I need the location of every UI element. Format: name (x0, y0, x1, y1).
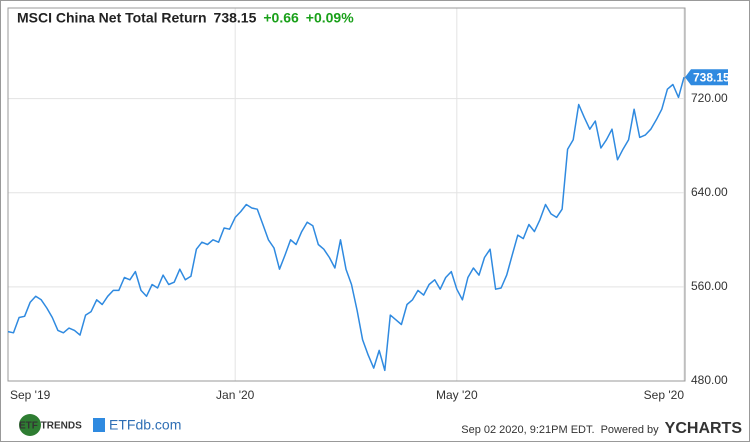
y-tick-label: 480.00 (691, 373, 728, 387)
y-tick-label: 560.00 (691, 279, 728, 293)
header-text: +0.66 (263, 10, 299, 26)
x-tick-label: Jan '20 (216, 388, 255, 402)
last-value-badge (685, 69, 728, 86)
logo-etfdb: ETFdb.com (109, 417, 181, 433)
y-tick-label: 640.00 (691, 185, 728, 199)
plot-border (7, 7, 686, 382)
logo-mark (19, 414, 41, 436)
price-line (7, 77, 685, 372)
header-text: 738.15 (214, 10, 257, 26)
header-text: +0.09% (306, 10, 354, 26)
x-tick-label: Sep '20 (644, 388, 685, 402)
x-tick-label: Sep '19 (10, 388, 51, 402)
last-value-label: 738.15 (693, 70, 730, 84)
logo-etf-trends: ETF TRENDS (19, 421, 82, 432)
logo-mark (93, 418, 105, 432)
header-text: MSCI China Net Total Return (17, 10, 207, 26)
y-tick-label: 720.00 (691, 91, 728, 105)
x-tick-label: May '20 (436, 388, 478, 402)
timestamp: Sep 02 2020, 9:21PM EDT. (461, 424, 594, 436)
brand: YCHARTS (665, 420, 743, 437)
powered-by: Powered by (601, 424, 660, 436)
